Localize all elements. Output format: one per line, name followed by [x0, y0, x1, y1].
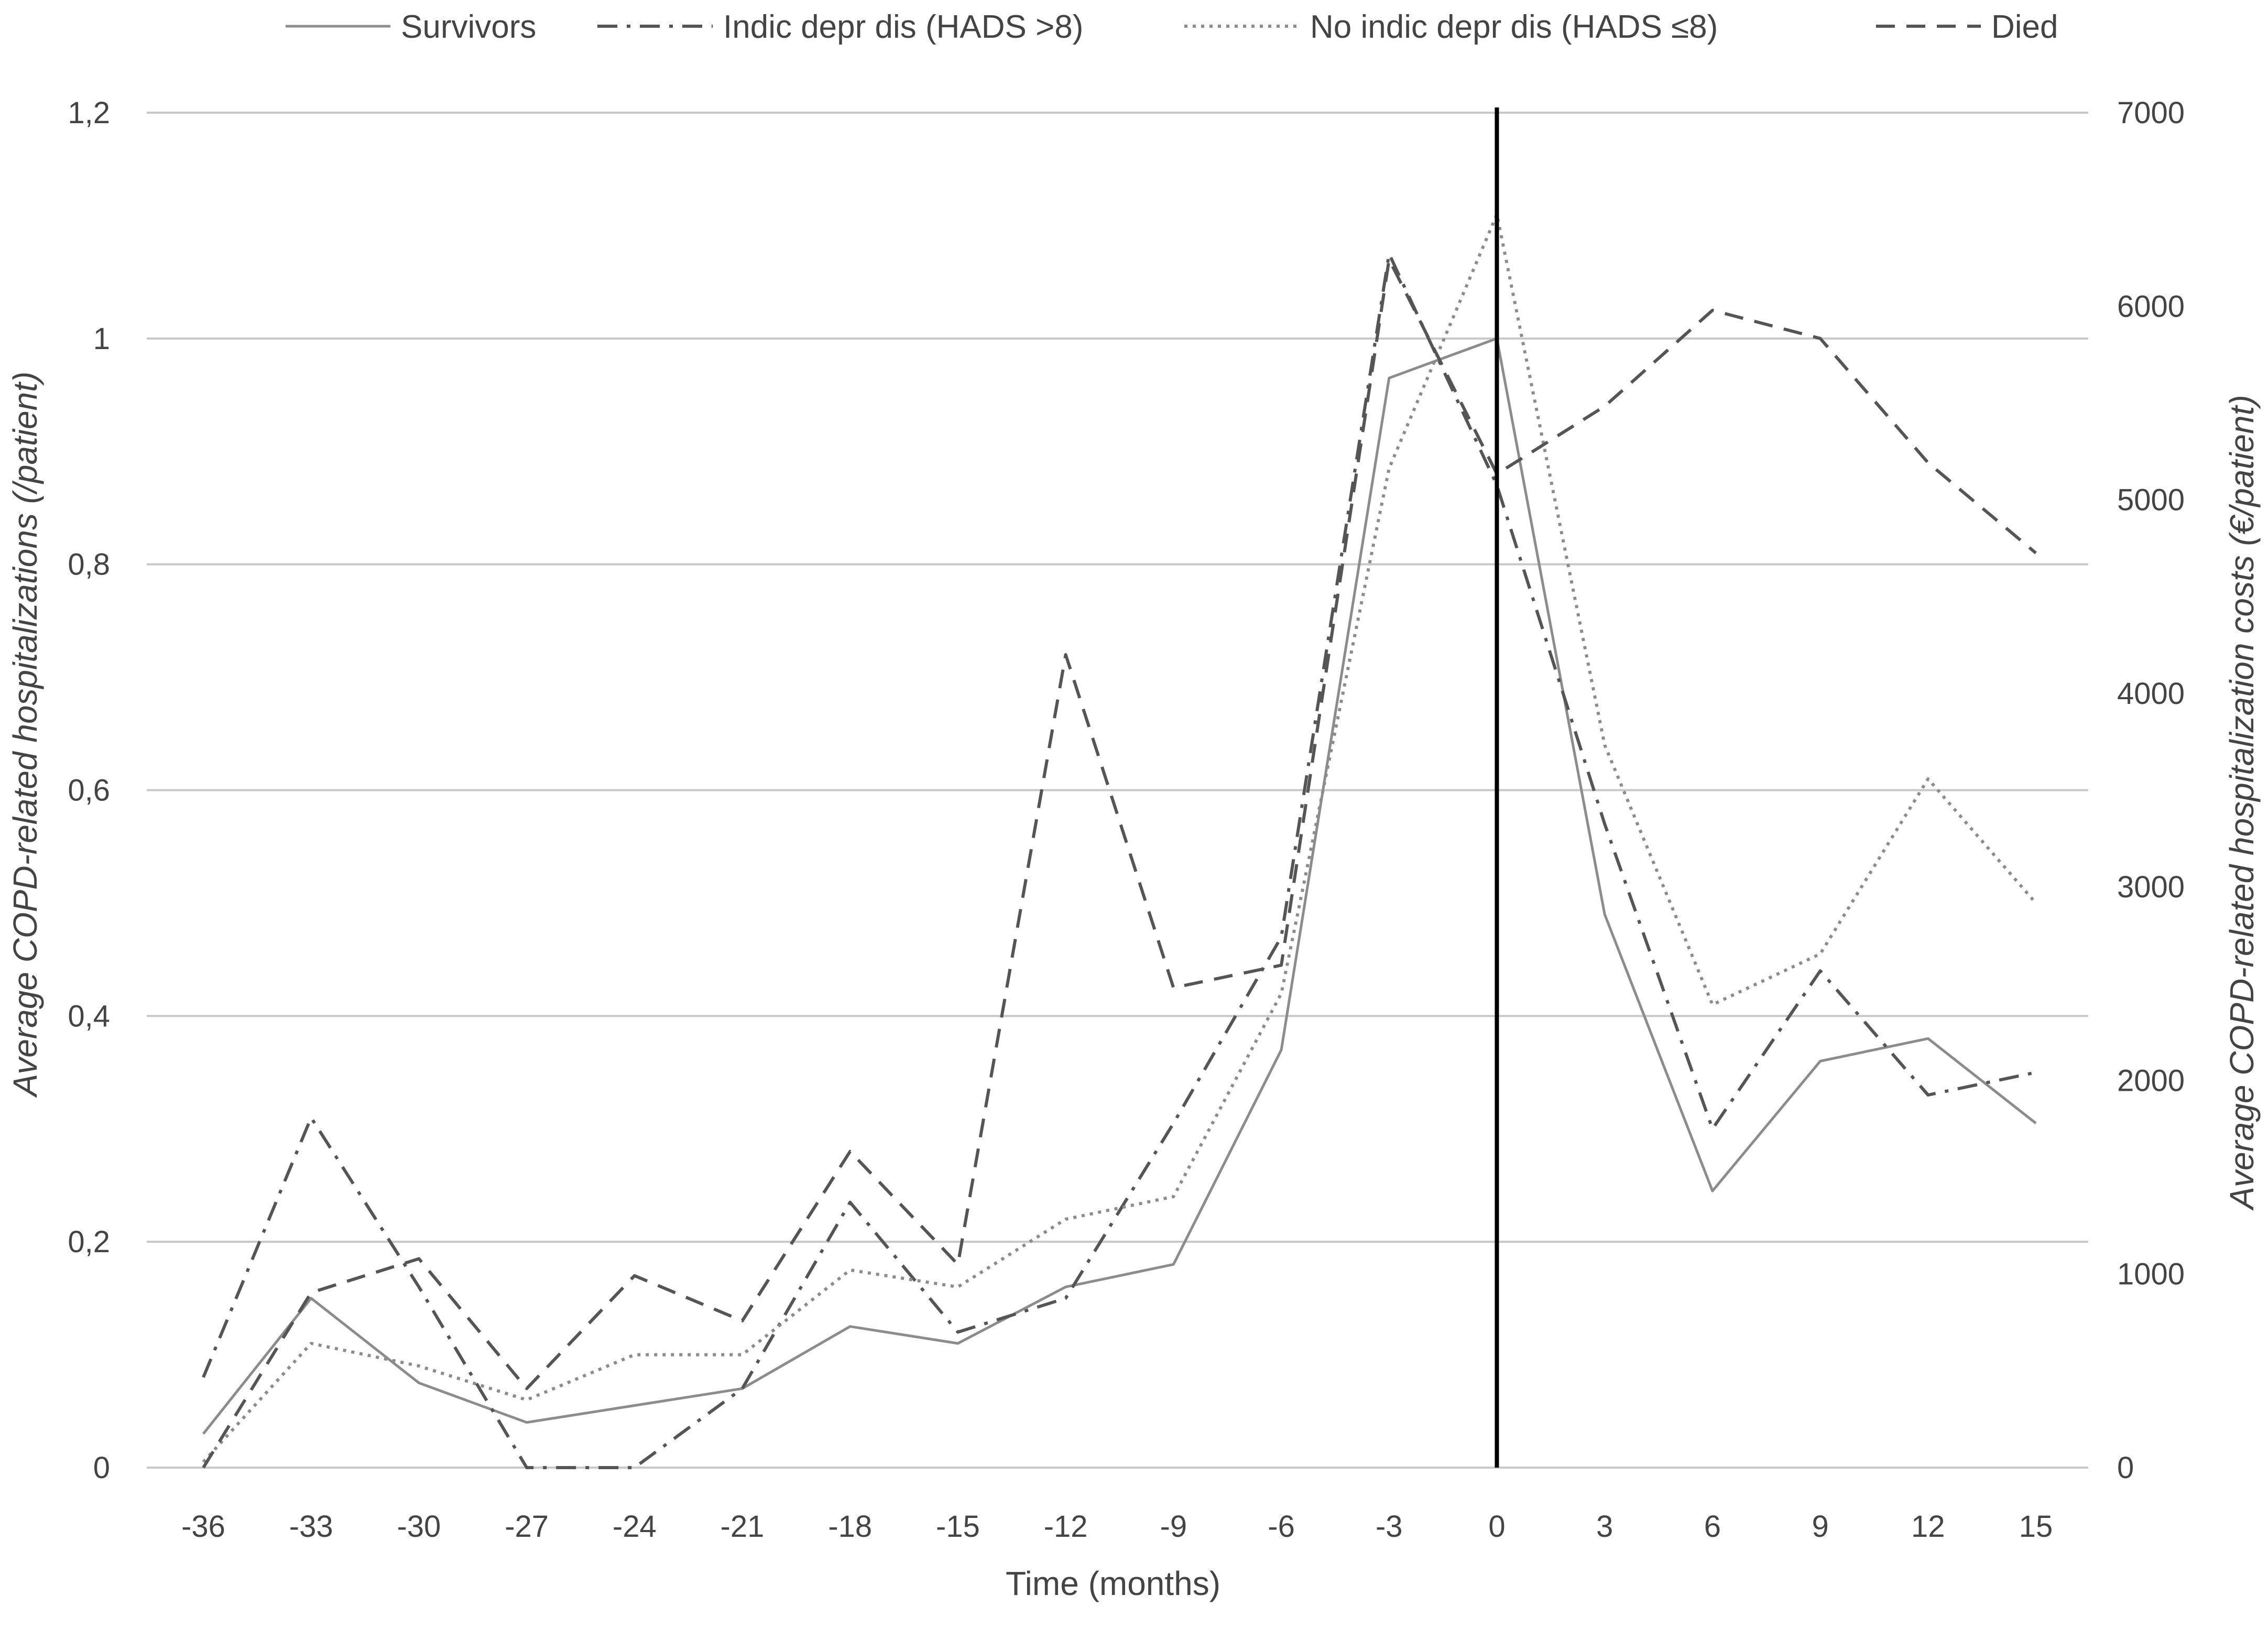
left-tick-label: 0,4: [68, 999, 110, 1033]
right-tick-label: 1000: [2117, 1257, 2185, 1291]
right-tick-label: 4000: [2117, 677, 2185, 711]
x-tick-label: -27: [505, 1510, 549, 1544]
right-tick-label: 3000: [2117, 870, 2185, 904]
legend-label: Survivors: [401, 9, 536, 45]
x-tick-label: -36: [181, 1510, 225, 1544]
series-line: [202, 337, 2037, 1435]
x-axis-title: Time (months): [1006, 1565, 1220, 1602]
legend-label: Died: [1991, 9, 2058, 45]
x-tick-label: -24: [613, 1510, 657, 1544]
series-lines: [202, 212, 2037, 1469]
series-line: [202, 258, 2037, 1469]
left-tick-label: 1,2: [68, 96, 110, 130]
right-tick-label: 0: [2117, 1451, 2134, 1485]
x-tick-label: -18: [828, 1510, 872, 1544]
left-axis-ticks: 0 0,2 0,4 0,6 0,8 1 1,2: [68, 96, 110, 1485]
x-tick-label: 6: [1704, 1510, 1721, 1544]
right-tick-label: 7000: [2117, 96, 2185, 130]
left-tick-label: 0: [93, 1451, 110, 1485]
series-line: [202, 252, 2036, 1469]
gridlines: [147, 112, 2088, 1469]
left-tick-label: 0,2: [68, 1225, 110, 1259]
left-axis-title: Average COPD-related hospitalizations (/…: [6, 372, 44, 1099]
right-tick-label: 5000: [2117, 483, 2185, 517]
x-tick-label: -21: [721, 1510, 765, 1544]
legend-label: Indic depr dis (HADS >8): [723, 9, 1083, 45]
x-tick-label: 3: [1596, 1510, 1613, 1544]
x-tick-label: -15: [936, 1510, 980, 1544]
x-axis-ticks: -36 -33 -30 -27 -24 -21 -18 -15 -12 -9 -6 -3 0 3 6 9 12 1…: [181, 1510, 2053, 1544]
right-axis-title: Average COPD-related hospitalization cos…: [2223, 395, 2261, 1211]
right-tick-label: 6000: [2117, 289, 2185, 323]
x-tick-label: 9: [1812, 1510, 1828, 1544]
right-tick-label: 2000: [2117, 1063, 2185, 1098]
x-tick-label: 15: [2019, 1510, 2053, 1544]
left-tick-label: 0,8: [68, 548, 110, 582]
x-tick-label: -12: [1044, 1510, 1088, 1544]
x-tick-label: -9: [1160, 1510, 1187, 1544]
legend-label: No indic depr dis (HADS ≤8): [1310, 9, 1718, 45]
right-axis-ticks: 0 1000 2000 3000 4000 5000 6000 7000: [2117, 96, 2185, 1485]
legend: Survivors Indic depr dis (HADS >8) No indi…: [286, 9, 2058, 45]
x-tick-label: -30: [397, 1510, 441, 1544]
x-tick-label: -6: [1268, 1510, 1295, 1544]
left-tick-label: 0,6: [68, 774, 110, 808]
x-tick-label: -3: [1376, 1510, 1403, 1544]
x-tick-label: -33: [289, 1510, 333, 1544]
x-tick-label: 12: [1911, 1510, 1945, 1544]
x-tick-label: 0: [1488, 1510, 1505, 1544]
left-tick-label: 1: [93, 322, 110, 356]
